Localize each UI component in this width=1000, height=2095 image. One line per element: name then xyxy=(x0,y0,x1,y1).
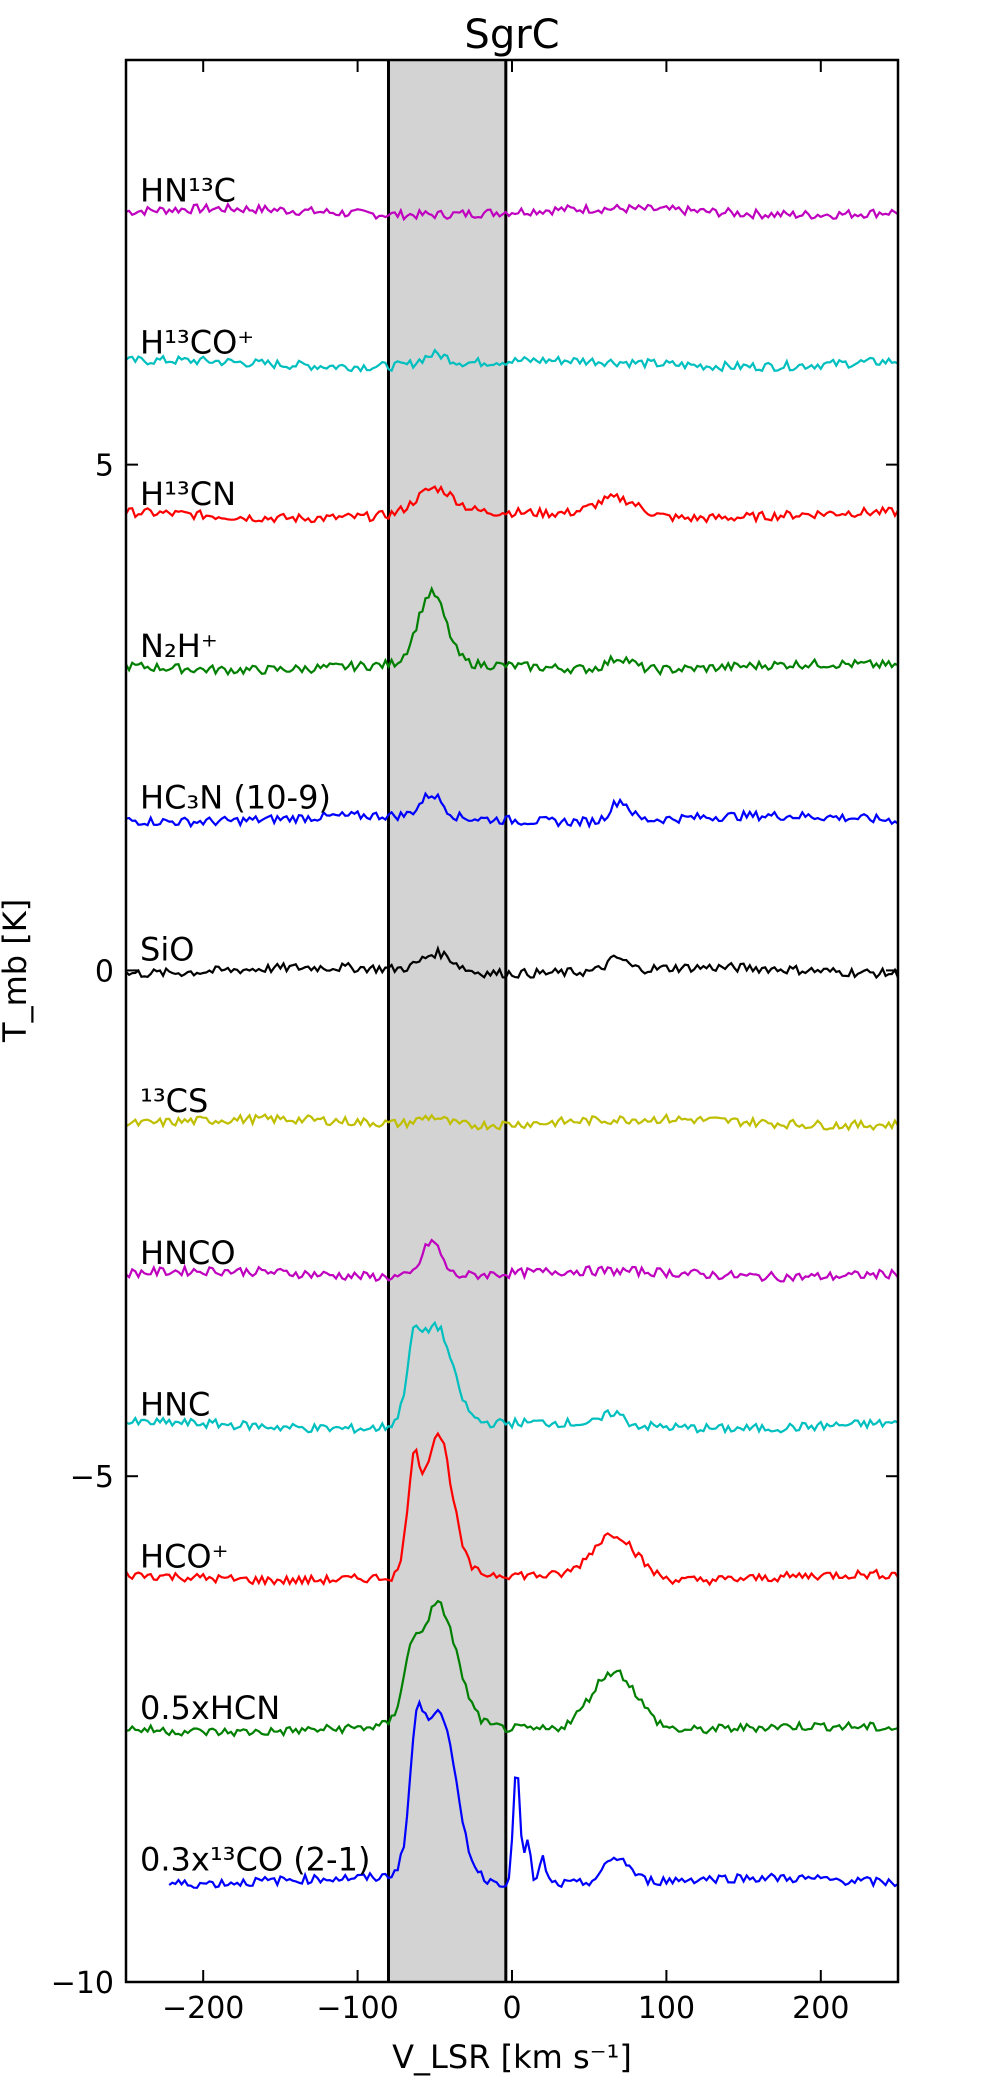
velocity-range-shading xyxy=(388,60,506,1982)
chart-title: SgrC xyxy=(464,12,559,58)
x-tick-label-3: 100 xyxy=(638,1991,695,2026)
series-line-11 xyxy=(168,1699,899,1889)
series-line-3 xyxy=(125,585,899,677)
series-line-6 xyxy=(125,1112,899,1132)
series-label-6: ¹³CS xyxy=(140,1082,208,1120)
series-line-9 xyxy=(125,1431,899,1587)
series-line-1 xyxy=(125,348,899,374)
series-label-5: SiO xyxy=(140,930,194,968)
x-axis-label: V_LSR [km s⁻¹] xyxy=(392,2038,632,2076)
series-label-2: H¹³CN xyxy=(140,475,236,513)
series-line-0 xyxy=(125,201,899,222)
series-label-7: HNCO xyxy=(140,1234,236,1272)
series-label-10: 0.5xHCN xyxy=(140,1689,280,1727)
x-tick-label-0: −200 xyxy=(162,1991,244,2026)
x-tick-label-2: 0 xyxy=(502,1991,521,2026)
series-line-5 xyxy=(125,945,900,980)
x-tick-label-4: 200 xyxy=(792,1991,849,2026)
series-line-10 xyxy=(125,1599,899,1738)
y-axis-ticks: −10 −5 0 5 xyxy=(51,449,898,2001)
series-line-4 xyxy=(125,791,899,830)
series-label-0: HN¹³C xyxy=(140,172,236,210)
y-tick-label-3: 5 xyxy=(95,449,114,484)
series-label-1: H¹³CO⁺ xyxy=(140,323,254,361)
y-axis-label: T_mb [K] xyxy=(0,899,34,1043)
series-label-4: HC₃N (10-9) xyxy=(140,779,331,817)
series-line-2 xyxy=(125,484,899,524)
series-label-9: HCO⁺ xyxy=(140,1537,228,1575)
spectra-series xyxy=(125,201,900,1889)
x-axis-ticks: −200 −100 0 100 200 xyxy=(162,60,849,2026)
series-line-8 xyxy=(125,1320,899,1435)
x-tick-label-1: −100 xyxy=(316,1991,398,2026)
series-label-11: 0.3x¹³CO (2-1) xyxy=(140,1841,370,1879)
y-tick-label-1: −5 xyxy=(70,1460,114,1495)
series-label-3: N₂H⁺ xyxy=(140,627,218,665)
y-tick-label-2: 0 xyxy=(95,954,114,989)
series-label-8: HNC xyxy=(140,1386,210,1424)
spectra-labels: HN¹³C H¹³CO⁺ H¹³CN N₂H⁺ HC₃N (10-9) SiO ¹³CS HN… xyxy=(140,172,370,1879)
series-line-7 xyxy=(125,1238,899,1283)
y-tick-label-0: −10 xyxy=(51,1966,114,2001)
